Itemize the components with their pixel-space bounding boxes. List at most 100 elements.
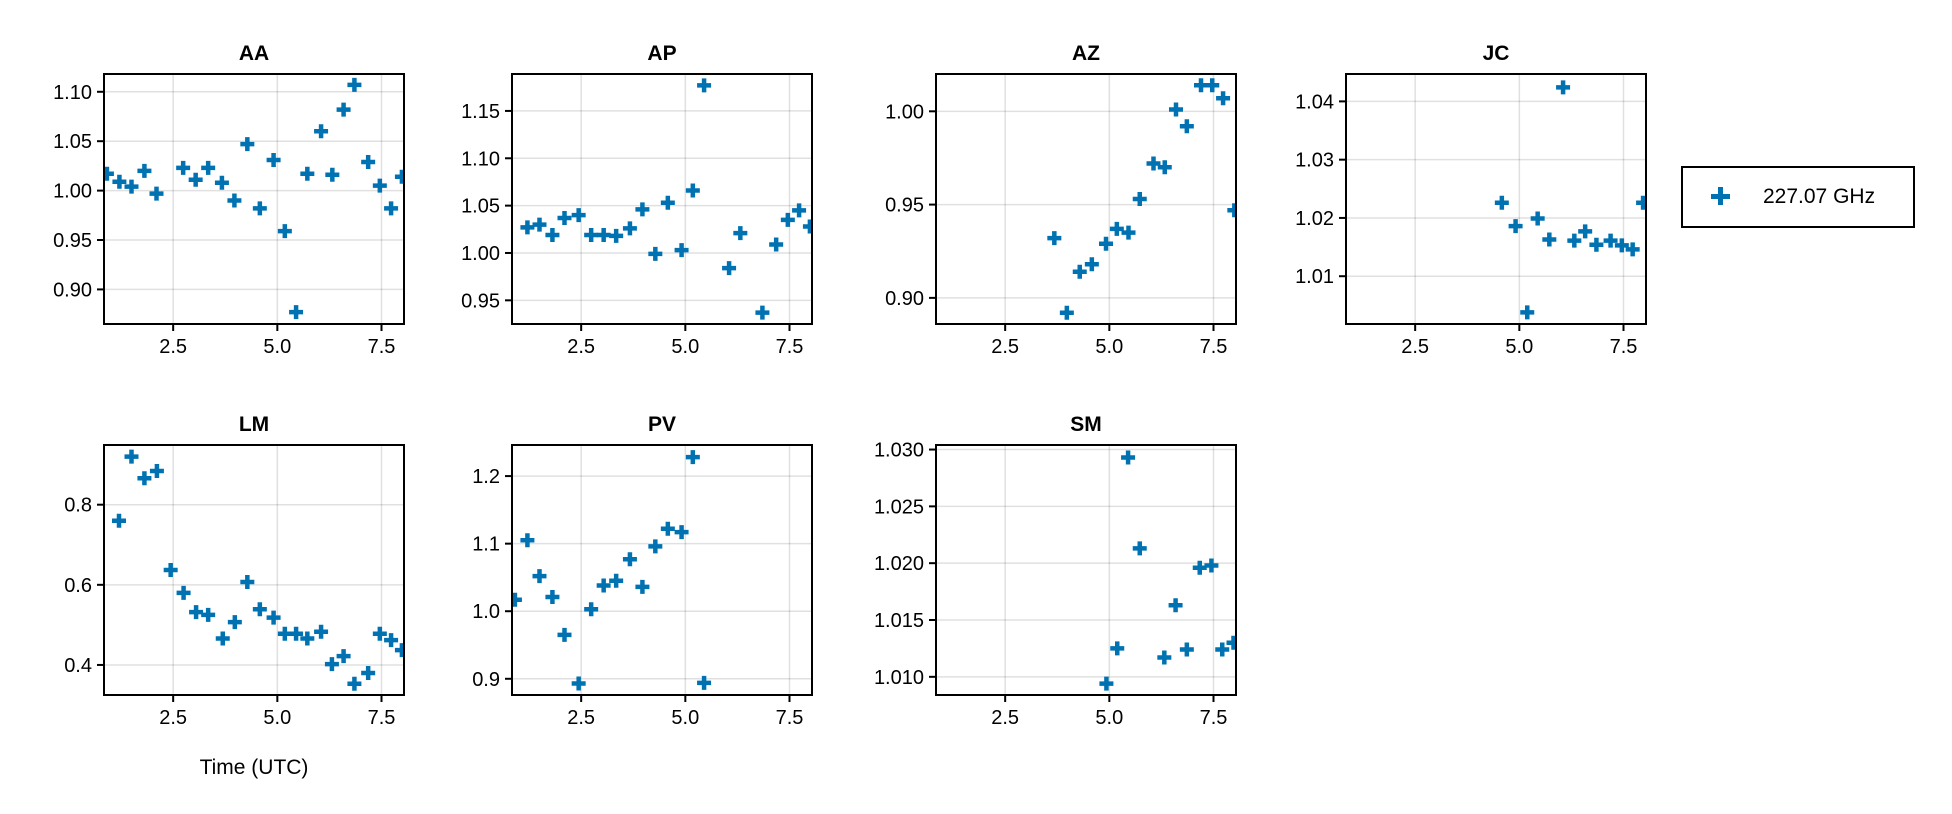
data-point — [361, 665, 376, 680]
data-points — [112, 449, 404, 691]
data-point — [336, 102, 351, 117]
axes-frame — [935, 73, 1237, 325]
y-tick-label: 1.010 — [874, 667, 924, 689]
data-point — [660, 521, 675, 536]
y-tick-label: 1.0 — [472, 601, 500, 623]
x-tick-label: 5.0 — [1095, 707, 1123, 729]
data-point — [1520, 305, 1535, 320]
data-point — [176, 160, 191, 175]
data-point — [1084, 257, 1099, 272]
y-tick-label: 1.10 — [461, 148, 500, 170]
x-tick-label: 7.5 — [1200, 707, 1228, 729]
data-point — [697, 78, 712, 93]
data-point — [1146, 156, 1161, 171]
x-tick-label: 7.5 — [1610, 336, 1638, 358]
y-tick-label: 1.2 — [472, 466, 500, 488]
data-point — [1157, 160, 1172, 175]
data-point — [112, 513, 126, 528]
data-point — [1636, 195, 1646, 210]
data-point — [722, 261, 737, 276]
data-point — [336, 649, 351, 664]
data-point — [214, 175, 229, 190]
data-point — [324, 657, 339, 672]
x-tick-label: 5.0 — [263, 707, 291, 729]
data-point — [347, 676, 362, 691]
data-point — [1121, 450, 1136, 465]
data-point — [1494, 195, 1509, 210]
data-point — [314, 624, 329, 639]
panel-jc: JC 2.5 5.0 7.5 1.01 1.02 1.03 1.04 — [1295, 42, 1647, 358]
x-tick-label: 2.5 — [567, 336, 595, 358]
x-tick-label: 2.5 — [159, 707, 187, 729]
data-point — [124, 449, 139, 464]
data-point — [394, 169, 404, 184]
data-point — [1110, 641, 1125, 656]
axes-frame — [935, 444, 1237, 696]
data-point — [1589, 237, 1604, 252]
data-point — [674, 243, 689, 258]
y-tick-label: 1.04 — [1295, 91, 1334, 113]
panel-title: AZ — [1072, 42, 1100, 65]
data-point — [532, 217, 547, 232]
x-tick-label: 7.5 — [368, 336, 396, 358]
data-points — [520, 78, 812, 320]
data-point — [1169, 102, 1183, 117]
data-point — [1121, 225, 1136, 240]
legend-cross-marker-icon — [1711, 187, 1731, 207]
data-point — [802, 219, 812, 234]
axes-frame — [103, 73, 405, 325]
x-tick-label: 5.0 — [671, 707, 699, 729]
legend: 227.07 GHz — [1681, 166, 1915, 228]
y-tick-label: 1.00 — [461, 243, 500, 265]
data-point — [300, 631, 315, 646]
data-point — [1226, 635, 1236, 650]
data-point — [697, 675, 712, 690]
data-point — [104, 166, 114, 181]
data-point — [1168, 598, 1183, 613]
data-point — [266, 152, 281, 167]
x-tick-label: 2.5 — [567, 707, 595, 729]
x-tick-label: 2.5 — [991, 336, 1019, 358]
axes-frame — [511, 444, 813, 696]
data-point — [1109, 221, 1124, 236]
data-point — [227, 615, 242, 630]
data-point — [596, 227, 611, 242]
data-point — [1179, 119, 1194, 134]
data-point — [1227, 203, 1236, 218]
data-point — [1603, 233, 1618, 248]
data-point — [780, 212, 795, 227]
data-point — [1567, 233, 1582, 248]
axes-frame — [1345, 73, 1647, 325]
data-point — [648, 246, 663, 261]
x-tick-label: 5.0 — [1095, 336, 1123, 358]
x-tick-label: 7.5 — [776, 336, 804, 358]
data-point — [1205, 78, 1220, 93]
data-point — [622, 552, 637, 567]
data-point — [394, 643, 404, 658]
x-tick-label: 7.5 — [368, 707, 396, 729]
y-tick-label: 1.15 — [461, 101, 500, 123]
data-point — [609, 228, 624, 243]
panel-title: AP — [647, 42, 676, 65]
data-point — [227, 193, 242, 208]
data-point — [584, 227, 599, 242]
data-point — [372, 178, 387, 193]
data-point — [314, 124, 329, 139]
data-point — [557, 210, 572, 225]
data-point — [792, 203, 807, 218]
x-tick-label: 7.5 — [776, 707, 804, 729]
data-point — [520, 220, 535, 235]
data-point — [325, 167, 340, 182]
y-tick-label: 1.1 — [472, 534, 500, 556]
data-point — [1047, 231, 1062, 246]
axes-frame — [511, 73, 813, 325]
y-tick-label: 0.95 — [53, 230, 92, 252]
y-tick-label: 1.03 — [1295, 150, 1334, 172]
data-point — [1614, 238, 1629, 253]
data-points — [1047, 78, 1236, 320]
data-point — [1099, 676, 1114, 691]
y-tick-label: 0.90 — [53, 279, 92, 301]
data-points — [1494, 80, 1646, 320]
data-point — [384, 201, 399, 216]
data-point — [252, 201, 267, 216]
